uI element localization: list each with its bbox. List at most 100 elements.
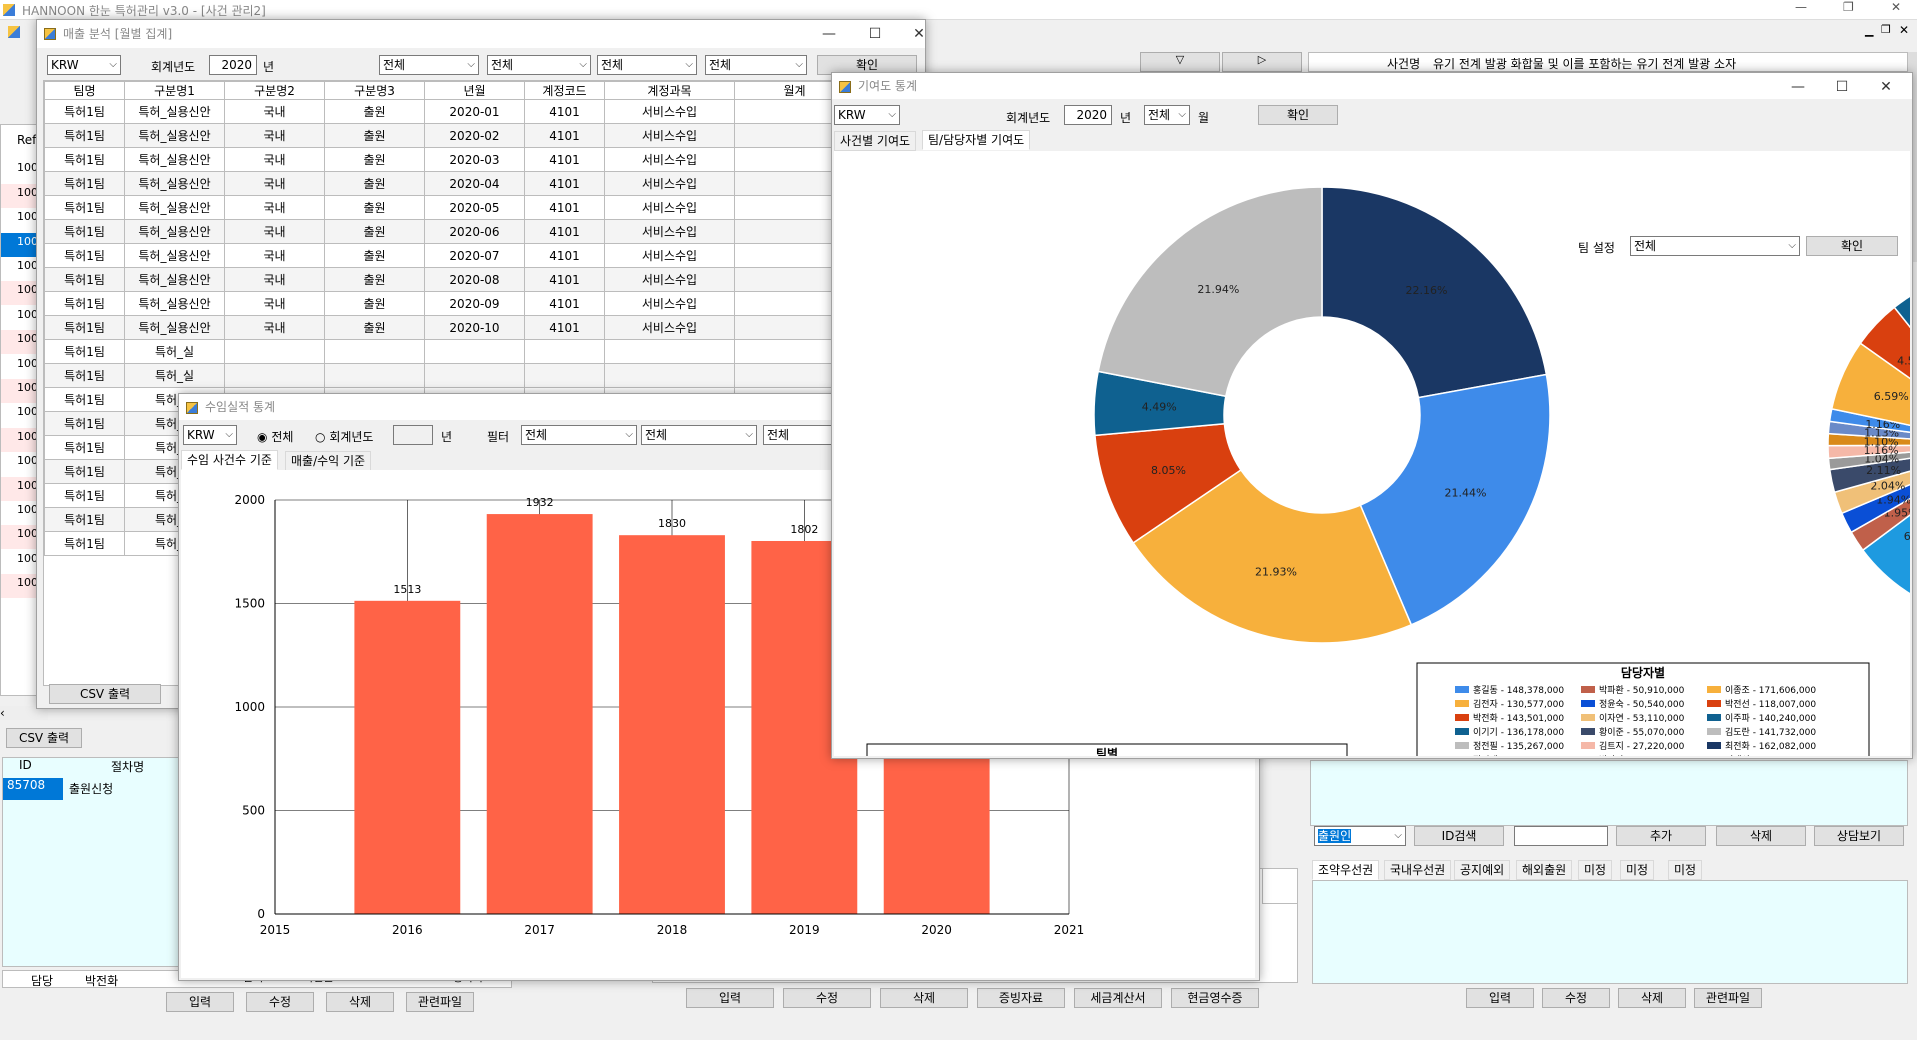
table-row[interactable]: 특허1팀 특허_실용신안 국내 출원 2020-02 4101 서비스수입 [44,123,855,148]
bottom-left-button-1[interactable]: 수정 [246,992,314,1012]
table-row[interactable]: 특허1팀 특허_실용신안 국내 출원 2020-03 4101 서비스수입 [44,147,855,172]
sales-filter-2[interactable]: 전체 ⌵ [487,55,591,75]
sales-confirm-button[interactable]: 확인 [817,55,917,75]
minimize-button[interactable]: — [1791,79,1805,95]
chevron-down-icon: ⌵ [888,109,896,120]
app-restore-button[interactable]: ❐ [1843,0,1854,14]
priority-tab-5[interactable]: 미정 [1620,860,1655,880]
table-row[interactable]: 특허1팀 특허_실용신안 국내 출원 2020-07 4101 서비스수입 [44,243,855,268]
sales-filter-4[interactable]: 전체 ⌵ [705,55,807,75]
chevron-down-icon: ⌵ [1178,109,1186,120]
app-minimize-button[interactable]: — [1795,0,1807,14]
app-close-button[interactable]: ✕ [1891,0,1902,14]
contrib-fy-input[interactable]: 2020 [1064,105,1112,125]
contrib-month-select[interactable]: 전체 ⌵ [1144,105,1190,125]
radio-fy[interactable]: ○ 회계년도 [315,428,373,445]
table-row[interactable]: 특허1팀 특허_실용신안 국내 출원 2020-05 4101 서비스수입 [44,195,855,220]
bottom-mid-button-1[interactable]: 수정 [783,988,871,1008]
sales-filter-3[interactable]: 전체 ⌵ [597,55,697,75]
sales-col-header[interactable]: 계정코드 [524,81,605,100]
delete-button-right[interactable]: 삭제 [1716,826,1806,846]
bottom-mid-button-4[interactable]: 세금계산서 [1074,988,1162,1008]
priority-tab-2[interactable]: 공지예외 [1454,860,1511,880]
table-row[interactable]: 특허1팀 특허_실용신안 국내 출원 2020-09 4101 서비스수입 [44,291,855,316]
bottom-right-button-0[interactable]: 입력 [1466,988,1534,1008]
add-button[interactable]: 추가 [1616,826,1706,846]
contrib-currency-select[interactable]: KRW ⌵ [834,105,900,125]
id-search-button[interactable]: ID검색 [1414,826,1504,846]
bottom-left-button-0[interactable]: 입력 [166,992,234,1012]
proc-row-name[interactable]: 출원신청 [69,782,114,796]
mdi-close-icon[interactable]: ✕ [1899,23,1910,37]
maximize-button[interactable]: ☐ [1835,79,1849,95]
team-donut-slice [1359,373,1551,626]
table-row[interactable]: 특허1팀 특허_실용신안 국내 출원 2020-10 4101 서비스수입 [44,315,855,340]
table-cell: 국내 [224,219,325,244]
bottom-right-button-2[interactable]: 삭제 [1618,988,1686,1008]
maximize-button[interactable]: ☐ [868,26,882,42]
csv-export-button[interactable]: CSV 출력 [49,684,161,704]
contrib-currency-value: KRW [838,108,866,122]
proc-row-id[interactable]: 85708 [3,778,63,800]
table-row[interactable]: 특허1팀 특허_실 [44,339,855,364]
sales-col-header[interactable]: 년월 [424,81,525,100]
person-donut-slice [1827,432,1910,447]
sales-col-header[interactable]: 구분명2 [224,81,325,100]
income-filter-3[interactable]: 전체 [763,425,853,445]
bottom-left-button-3[interactable]: 관련파일 [406,992,474,1012]
income-currency-select[interactable]: KRW ⌵ [183,425,237,445]
team-setting-confirm-button[interactable]: 확인 [1806,236,1898,256]
table-row[interactable]: 특허1팀 특허_실용신안 국내 출원 2020-06 4101 서비스수입 [44,219,855,244]
bottom-mid-button-2[interactable]: 삭제 [880,988,968,1008]
mdi-minimize-icon[interactable]: ▁ [1865,24,1874,37]
nav-prev-button[interactable]: ▽ [1140,52,1220,72]
table-row[interactable]: 특허1팀 특허_실용신안 국내 출원 2020-01 4101 서비스수입 [44,99,855,124]
tab-case-contribution[interactable]: 사건별 기여도 [834,131,917,151]
radio-all[interactable]: ◉ 전체 [257,428,293,445]
priority-tab-3[interactable]: 해외출원 [1516,860,1573,880]
team-setting-select[interactable]: 전체 ⌵ [1630,236,1800,256]
close-button[interactable]: ✕ [913,26,925,42]
sales-currency-select[interactable]: KRW ⌵ [47,55,121,75]
bottom-left-button-2[interactable]: 삭제 [326,992,394,1012]
income-fy-input[interactable] [393,425,433,445]
bottom-right-button-1[interactable]: 수정 [1542,988,1610,1008]
contrib-confirm-button[interactable]: 확인 [1258,105,1338,125]
sales-col-header[interactable]: 구분명1 [124,81,225,100]
tab-income-count[interactable]: 수임 사건수 기준 [181,450,278,470]
sales-filter-1[interactable]: 전체 ⌵ [379,55,479,75]
bottom-mid-button-5[interactable]: 현금영수증 [1171,988,1259,1008]
minimize-button[interactable]: — [822,26,836,42]
nav-next-button[interactable]: ▷ [1222,52,1302,72]
priority-tab-0[interactable]: 조약우선권 [1312,860,1380,880]
bottom-mid-button-3[interactable]: 증빙자료 [977,988,1065,1008]
table-row[interactable]: 특허1팀 특허_실용신안 국내 출원 2020-08 4101 서비스수입 [44,267,855,292]
priority-tab-1[interactable]: 국내우선권 [1384,860,1452,880]
bottom-mid-button-0[interactable]: 입력 [686,988,774,1008]
sales-col-header[interactable]: 계정과목 [604,81,735,100]
tab-income-sales[interactable]: 매출/수익 기준 [285,451,372,471]
applicant-input[interactable] [1514,826,1608,846]
person-legend-swatch [1455,686,1469,693]
table-cell: 출원 [324,267,425,292]
left-hscroll[interactable]: ‹ [0,706,48,720]
mdi-restore-icon[interactable]: ❐ [1881,23,1891,36]
sales-fy-input[interactable]: 2020 [209,55,257,75]
sales-col-header[interactable]: 팀명 [44,81,125,100]
applicant-type-select[interactable]: 출원인 ⌵ [1314,826,1406,846]
table-row[interactable]: 특허1팀 특허_실 [44,363,855,388]
priority-tab-4[interactable]: 미정 [1578,860,1613,880]
close-button[interactable]: ✕ [1880,79,1892,95]
bottom-right-button-3[interactable]: 관련파일 [1694,988,1762,1008]
sales-filter-3-value: 전체 [601,58,624,72]
table-row[interactable]: 특허1팀 특허_실용신안 국내 출원 2020-04 4101 서비스수입 [44,171,855,196]
csv-export-button-lower[interactable]: CSV 출력 [6,728,82,748]
income-filter-2[interactable]: 전체 ⌵ [641,425,757,445]
team-donut-slice-label: 21.44% [1444,486,1486,499]
menu-icon[interactable] [8,26,20,38]
priority-tab-6[interactable]: 미정 [1668,860,1703,880]
consult-view-button[interactable]: 상담보기 [1814,826,1904,846]
sales-col-header[interactable]: 구분명3 [324,81,425,100]
tab-team-contribution[interactable]: 팀/담당자별 기여도 [922,130,1031,150]
income-filter-1[interactable]: 전체 ⌵ [521,425,637,445]
